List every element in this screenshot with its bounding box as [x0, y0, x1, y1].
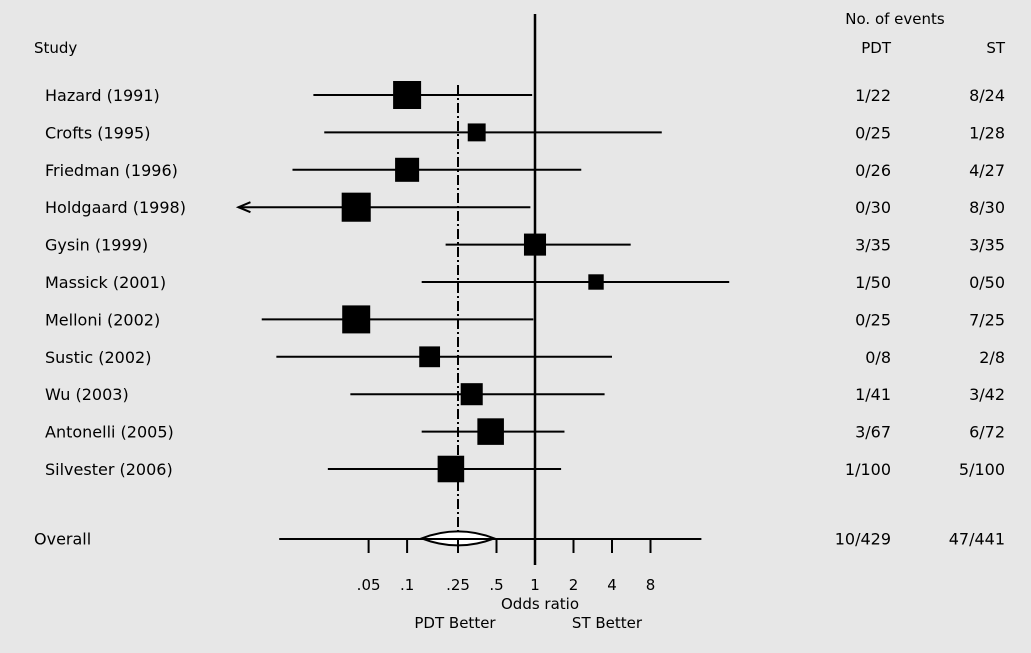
st-events: 8/30	[969, 198, 1005, 217]
point-estimate	[523, 233, 547, 256]
study-name: Holdgaard (1998)	[45, 198, 186, 217]
study-name: Melloni (2002)	[45, 310, 160, 329]
point-estimate	[588, 274, 604, 290]
x-tick-label: 8	[646, 576, 656, 594]
pdt-events: 0/8	[865, 348, 891, 367]
study-name: Sustic (2002)	[45, 348, 151, 367]
st-events: 0/50	[969, 273, 1005, 292]
point-estimate	[395, 157, 420, 182]
pdt-events: 1/41	[855, 385, 891, 404]
st-events: 6/72	[969, 423, 1005, 442]
pdt-events: 1/50	[855, 273, 891, 292]
study-row: Wu (2003) 1/41 3/42	[45, 383, 1005, 406]
study-name: Massick (2001)	[45, 273, 166, 292]
point-estimate	[460, 383, 483, 406]
study-row: Melloni (2002) 0/25 7/25	[45, 305, 1005, 334]
pdt-events: 3/35	[855, 236, 891, 255]
study-row: Friedman (1996) 0/26 4/27	[45, 157, 1005, 182]
study-name: Antonelli (2005)	[45, 423, 174, 442]
x-tick-label: 4	[607, 576, 617, 594]
study-name: Hazard (1991)	[45, 86, 160, 105]
left-direction-label: PDT Better	[414, 614, 496, 632]
pdt-events: 0/25	[855, 123, 891, 142]
st-events: 8/24	[969, 86, 1005, 105]
study-name: Silvester (2006)	[45, 460, 173, 479]
point-estimate	[419, 346, 441, 368]
point-estimate	[342, 305, 371, 334]
pdt-events: 0/26	[855, 161, 891, 180]
st-events: 5/100	[959, 460, 1005, 479]
pdt-events: 0/30	[855, 198, 891, 217]
x-tick-label: 2	[569, 576, 579, 594]
study-name: Wu (2003)	[45, 385, 129, 404]
study-row: Holdgaard (1998) 0/30 8/30	[45, 192, 1005, 222]
st-events: 2/8	[979, 348, 1005, 367]
st-events: 1/28	[969, 123, 1005, 142]
right-direction-label: ST Better	[572, 614, 643, 632]
point-estimate	[437, 455, 465, 483]
st-events-total: 47/441	[949, 529, 1005, 548]
x-tick-label: .25	[446, 576, 470, 594]
study-row: Sustic (2002) 0/8 2/8	[45, 346, 1005, 368]
pdt-events-total: 10/429	[835, 529, 891, 548]
pdt-events: 1/22	[855, 86, 891, 105]
st-events: 4/27	[969, 161, 1005, 180]
pdt-events: 0/25	[855, 310, 891, 329]
point-estimate	[477, 418, 504, 445]
point-estimate	[467, 123, 486, 142]
study-row: Massick (2001) 1/50 0/50	[45, 273, 1005, 292]
st-events: 3/35	[969, 236, 1005, 255]
pdt-column-header: PDT	[861, 39, 892, 57]
study-rows: Hazard (1991) 1/22 8/24 Crofts (1995) 0/25 1/…	[34, 14, 1005, 565]
study-header: Study	[34, 39, 77, 57]
study-row: Crofts (1995) 0/25 1/28	[45, 123, 1005, 142]
study-row: Hazard (1991) 1/22 8/24	[45, 81, 1005, 109]
study-row: Silvester (2006) 1/100 5/100	[45, 455, 1005, 483]
st-events: 7/25	[969, 310, 1005, 329]
x-tick-label: .05	[357, 576, 381, 594]
x-axis-label: Odds ratio	[501, 595, 579, 613]
study-name: Friedman (1996)	[45, 161, 178, 180]
pdt-events: 1/100	[845, 460, 891, 479]
x-tick-label: .1	[400, 576, 414, 594]
point-estimate	[393, 81, 422, 109]
x-tick-label: 1	[530, 576, 540, 594]
study-row: Gysin (1999) 3/35 3/35	[45, 233, 1005, 256]
overall-label: Overall	[34, 529, 91, 548]
study-name: Crofts (1995)	[45, 123, 150, 142]
x-tick-label: .5	[489, 576, 503, 594]
x-axis: .05 .1 .25 .5 1 2 4 8	[279, 538, 702, 594]
study-name: Gysin (1999)	[45, 236, 148, 255]
study-row: Antonelli (2005) 3/67 6/72	[45, 418, 1005, 445]
point-estimate	[341, 192, 371, 222]
left-arrow-icon	[235, 201, 251, 214]
overall-row: Overall 10/429 47/441	[34, 529, 1005, 548]
st-events: 3/42	[969, 385, 1005, 404]
events-header: No. of events	[845, 10, 945, 28]
st-column-header: ST	[986, 39, 1006, 57]
pdt-events: 3/67	[855, 423, 891, 442]
